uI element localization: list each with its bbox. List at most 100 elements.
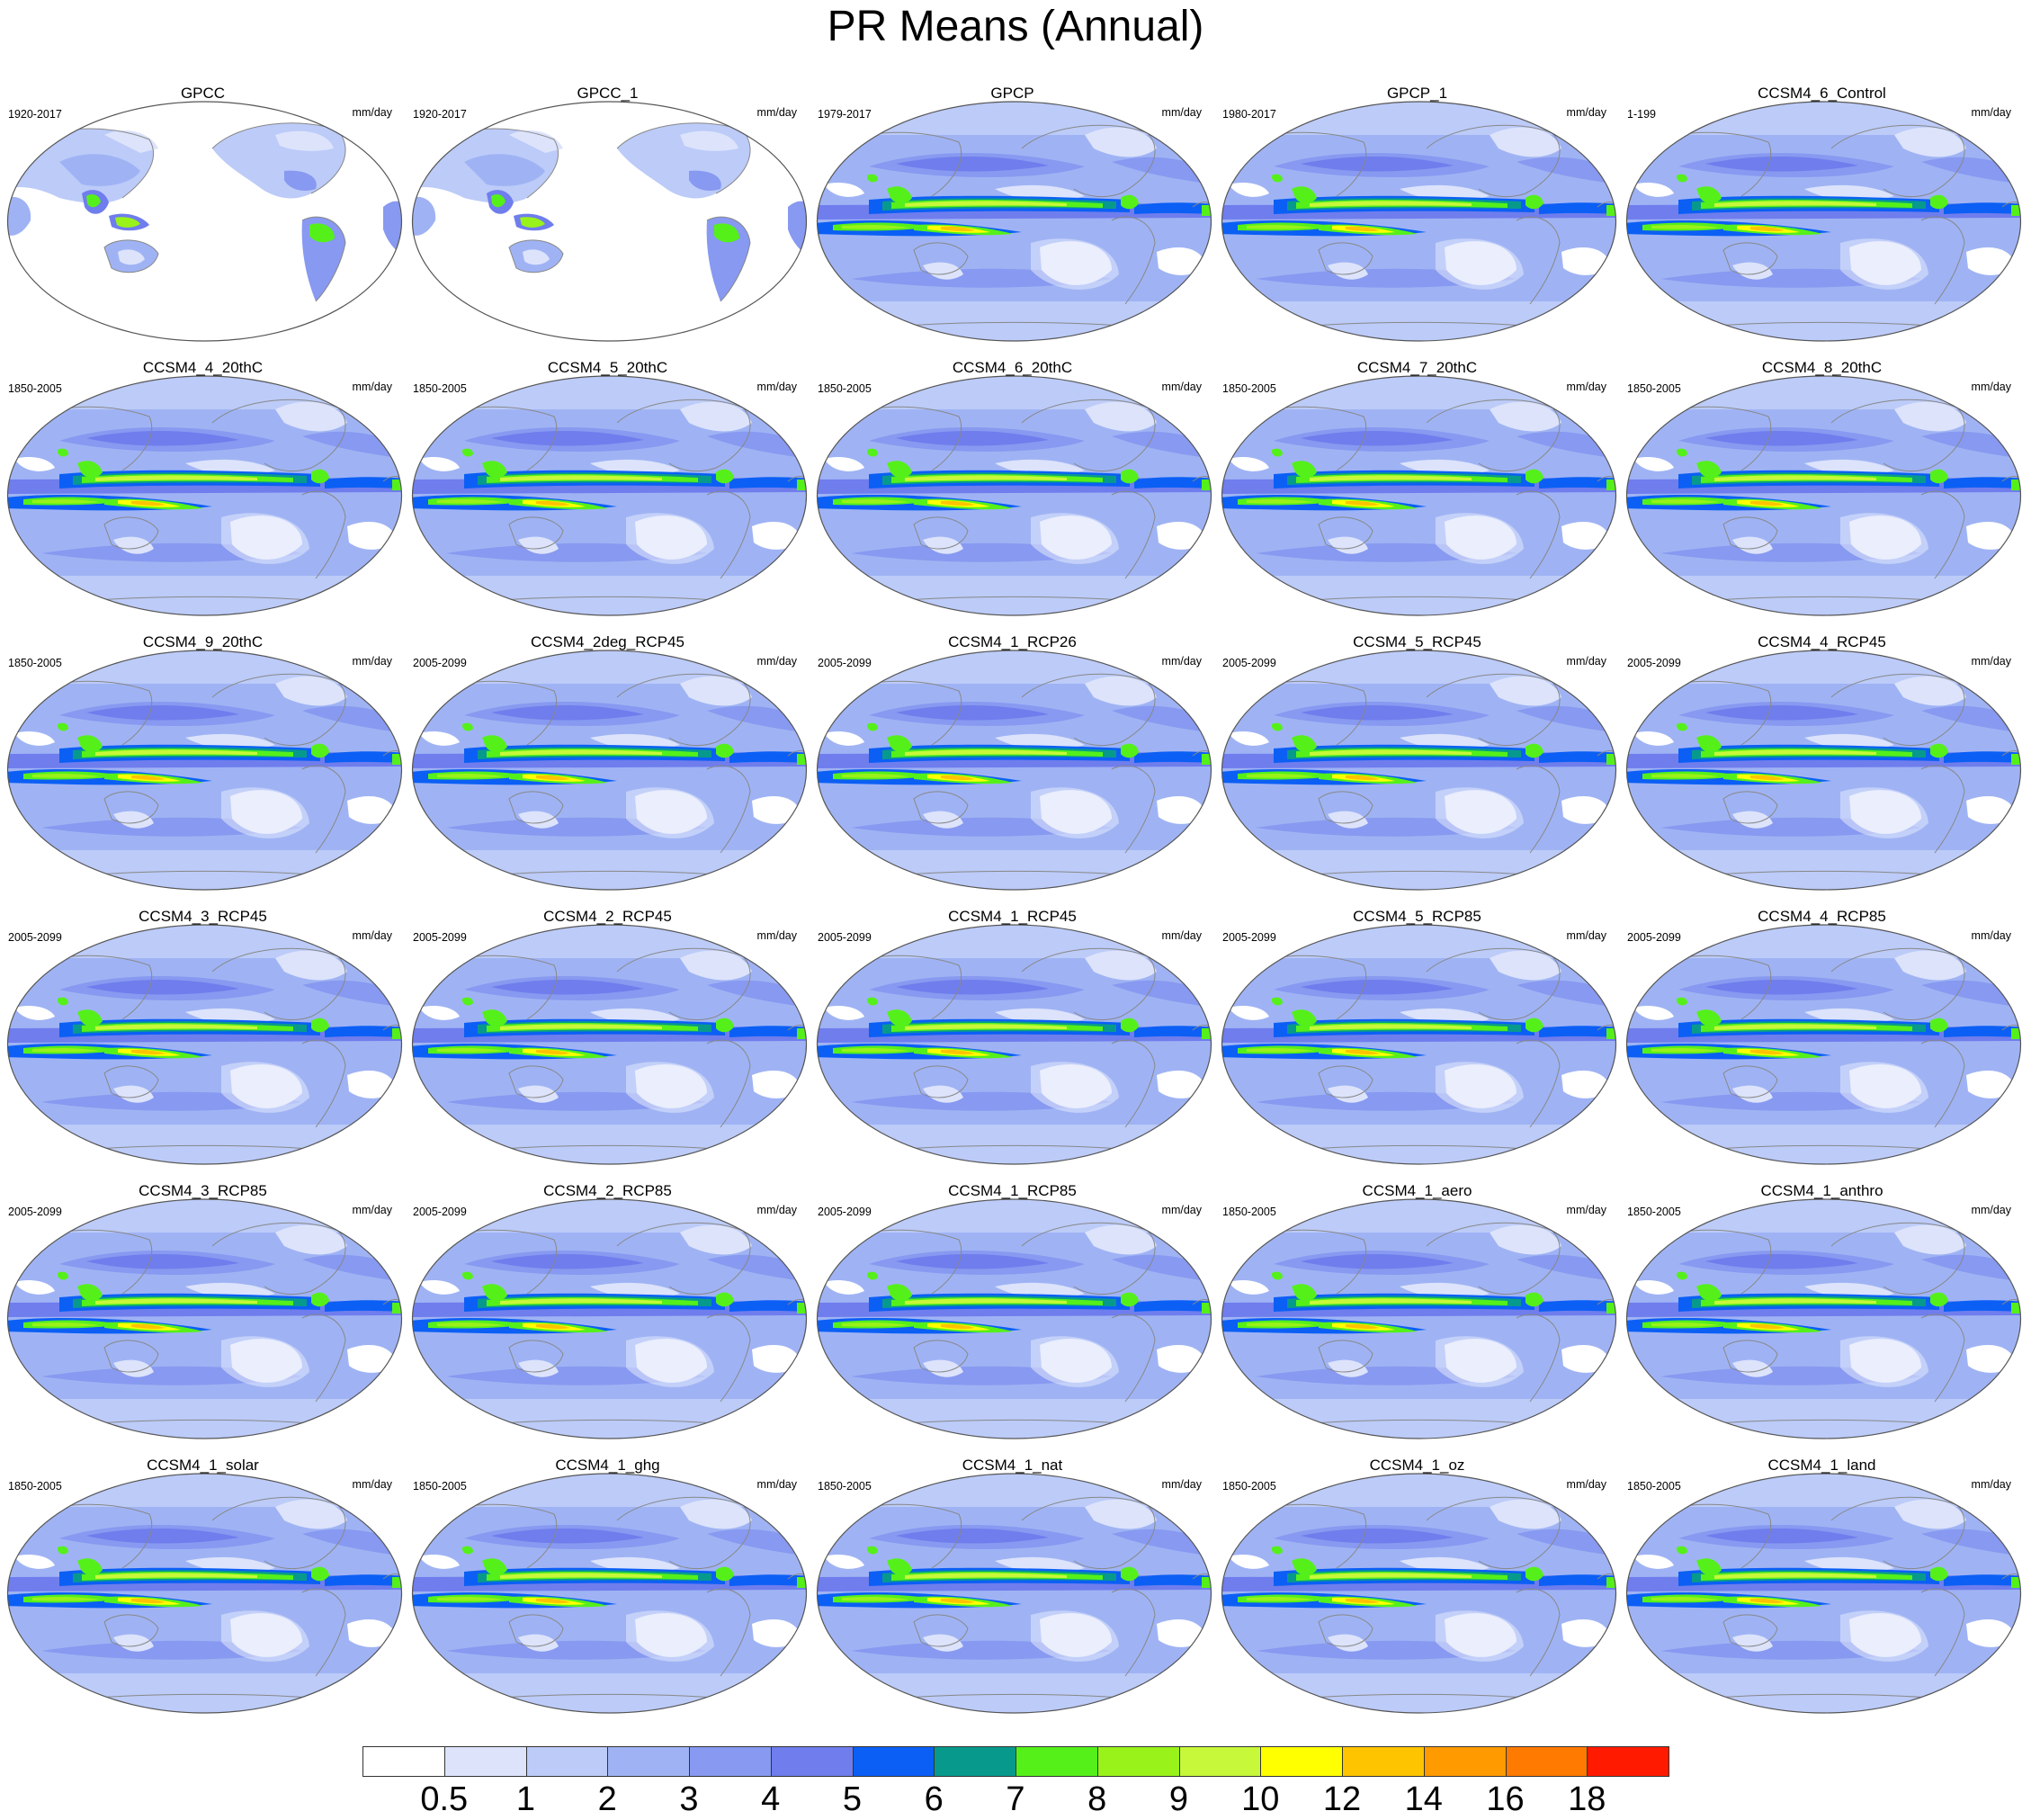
panel-period: 1920-2017: [8, 108, 62, 121]
map-border: [1221, 101, 1617, 342]
panel-units: mm/day: [1971, 655, 2011, 668]
map-panel: CCSM4_2deg_RCP45 2005-2099 mm/day: [405, 619, 810, 893]
map-panel: CCSM4_5_RCP45 2005-2099 mm/day: [1214, 619, 1620, 893]
map-container: [1220, 922, 1618, 1167]
panel-units: mm/day: [1161, 929, 1202, 942]
map-border: [816, 1473, 1212, 1714]
map-container: [1220, 1471, 1618, 1716]
map-panel: GPCP 1979-2017 mm/day: [810, 70, 1215, 345]
map-border: [411, 101, 808, 342]
colorbar-tick-label: 7: [1006, 1780, 1025, 1818]
colorbar-tick-label: 0.5: [420, 1780, 469, 1818]
map-model: [411, 375, 808, 616]
panel-period: 1-199: [1627, 108, 1656, 121]
panel-title: CCSM4_1_nat: [962, 1457, 1063, 1474]
map-model: [1625, 650, 2022, 891]
map-panel: CCSM4_2_RCP45 2005-2099 mm/day: [405, 893, 810, 1168]
panel-units: mm/day: [1566, 1204, 1606, 1216]
map-border: [816, 101, 1212, 342]
map-model: [1625, 1473, 2022, 1714]
panel-period: 1979-2017: [818, 108, 872, 121]
panel-units: mm/day: [1161, 381, 1202, 393]
map-border: [411, 375, 808, 616]
panel-title: CCSM4_4_RCP45: [1758, 633, 1886, 650]
colorbar-tick-label: 10: [1241, 1780, 1280, 1818]
map-border: [1221, 1198, 1617, 1439]
map-border: [816, 375, 1212, 616]
colorbar-segment: [934, 1746, 1016, 1777]
map-border: [6, 375, 403, 616]
map-container: [5, 1197, 404, 1441]
map-model: [411, 650, 808, 891]
panel-units: mm/day: [756, 1478, 797, 1491]
map-panel: CCSM4_1_aero 1850-2005 mm/day: [1214, 1168, 1620, 1442]
panel-title: CCSM4_2_RCP85: [543, 1182, 672, 1199]
colorbar-segment: [1016, 1746, 1098, 1777]
panel-title: GPCC_1: [577, 85, 639, 102]
map-border: [1221, 924, 1617, 1165]
panel-units: mm/day: [756, 929, 797, 942]
map-panel: CCSM4_6_Control 1-199 mm/day: [1619, 70, 2025, 345]
panel-units: mm/day: [352, 381, 392, 393]
map-model: [816, 1473, 1212, 1714]
panel-title: CCSM4_7_20thC: [1356, 359, 1478, 376]
colorbar-segment: [1587, 1746, 1669, 1777]
panel-title: CCSM4_1_ghg: [555, 1457, 660, 1474]
panel-units: mm/day: [352, 1204, 392, 1216]
map-model: [1221, 1198, 1617, 1439]
map-container: [410, 1197, 809, 1441]
panel-units: mm/day: [1566, 1478, 1606, 1491]
panel-period: 1850-2005: [1627, 1480, 1681, 1493]
panel-units: mm/day: [1971, 381, 2011, 393]
map-panel: GPCC_1 1920-2017 mm/day: [405, 70, 810, 345]
panel-units: mm/day: [1566, 929, 1606, 942]
panel-units: mm/day: [1971, 106, 2011, 119]
map-model: [816, 375, 1212, 616]
map-border: [1625, 924, 2022, 1165]
map-panel: CCSM4_1_RCP45 2005-2099 mm/day: [810, 893, 1215, 1168]
map-model: [1221, 1473, 1617, 1714]
panel-period: 1850-2005: [1627, 1206, 1681, 1218]
panel-title: CCSM4_2_RCP45: [543, 908, 672, 925]
panel-title: CCSM4_5_20thC: [547, 359, 668, 376]
panel-period: 2005-2099: [8, 931, 62, 944]
map-container: [815, 648, 1213, 892]
map-border: [1221, 650, 1617, 891]
panel-period: 1980-2017: [1222, 108, 1276, 121]
map-model: [411, 1473, 808, 1714]
map-panel: CCSM4_1_land 1850-2005 mm/day: [1619, 1442, 2025, 1717]
panel-title: CCSM4_1_land: [1767, 1457, 1876, 1474]
panel-period: 2005-2099: [413, 657, 467, 669]
map-model: [411, 1198, 808, 1439]
panel-period: 1920-2017: [413, 108, 467, 121]
map-border: [1625, 650, 2022, 891]
map-model: [1221, 650, 1617, 891]
map-border: [6, 1198, 403, 1439]
map-model: [1221, 924, 1617, 1165]
colorbar-tick-label: 6: [924, 1780, 944, 1818]
colorbar-tick-label: 9: [1168, 1780, 1189, 1818]
panel-period: 1850-2005: [8, 657, 62, 669]
map-container: [1624, 373, 2023, 618]
map-border: [411, 924, 808, 1165]
map-model: [1625, 375, 2022, 616]
panel-period: 2005-2099: [818, 1206, 872, 1218]
map-container: [815, 373, 1213, 618]
panel-period: 1850-2005: [1222, 1480, 1276, 1493]
map-container: [1220, 99, 1618, 344]
panel-period: 1850-2005: [413, 1480, 467, 1493]
panel-title: CCSM4_6_Control: [1758, 85, 1886, 102]
panel-period: 1850-2005: [413, 382, 467, 395]
panel-period: 2005-2099: [818, 931, 872, 944]
map-border: [411, 650, 808, 891]
colorbar-segment: [607, 1746, 690, 1777]
colorbar-tick-label: 8: [1087, 1780, 1107, 1818]
panel-units: mm/day: [1971, 1478, 2011, 1491]
colorbar-tick-label: 12: [1322, 1780, 1362, 1818]
panel-units: mm/day: [1161, 1204, 1202, 1216]
panel-title: CCSM4_3_RCP85: [139, 1182, 267, 1199]
panel-units: mm/day: [1566, 655, 1606, 668]
panel-period: 1850-2005: [818, 1480, 872, 1493]
map-panel: CCSM4_1_anthro 1850-2005 mm/day: [1619, 1168, 2025, 1442]
panel-title: CCSM4_1_RCP85: [948, 1182, 1077, 1199]
